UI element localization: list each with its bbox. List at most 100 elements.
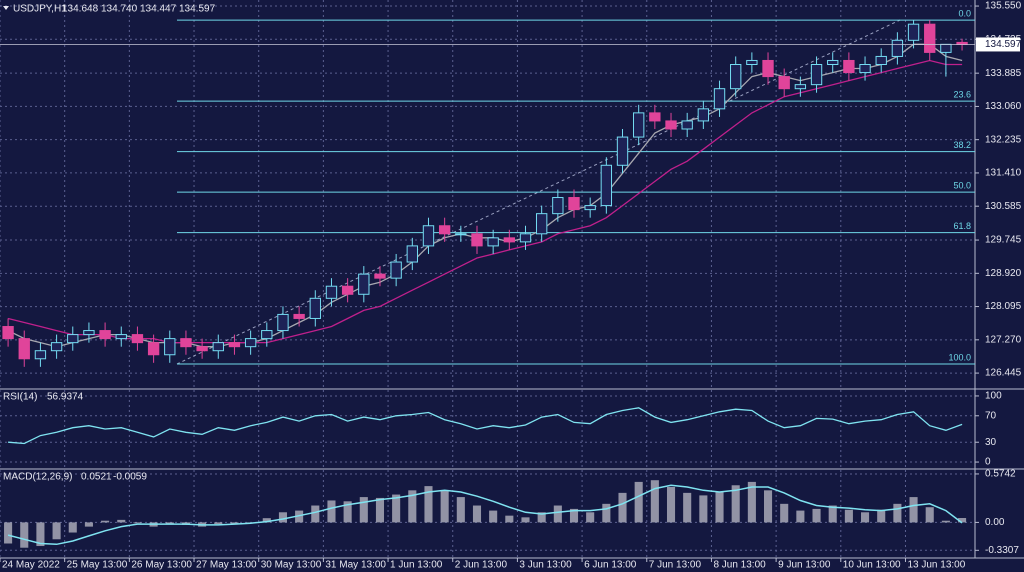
fib-level-label: 100.0	[948, 352, 971, 362]
macd-bar	[731, 485, 740, 523]
candle-body	[552, 197, 564, 215]
macd-bar	[52, 522, 61, 540]
candle-body	[438, 225, 451, 235]
candle-body	[633, 112, 645, 138]
y-tick-label: 30	[985, 437, 997, 448]
candle-body	[196, 346, 208, 352]
y-tick-label: 70	[985, 410, 997, 421]
last-low: 134.447	[140, 4, 177, 15]
y-tick-label: 133.885	[985, 68, 1022, 79]
y-tick-label: 128.920	[985, 268, 1022, 279]
macd-bar	[84, 522, 93, 527]
candle-body	[665, 120, 677, 130]
macd-bar	[569, 508, 579, 523]
candle-body	[164, 338, 176, 356]
macd-bar	[36, 522, 45, 547]
macd-bar	[20, 522, 29, 548]
macd-bar	[666, 486, 676, 523]
macd-bar	[844, 509, 853, 523]
x-tick-label: 7 Jun 13:00	[649, 560, 702, 571]
macd-bar	[456, 497, 465, 523]
macd-bar	[295, 510, 304, 523]
candle-body	[228, 342, 241, 348]
macd-bar	[699, 495, 708, 523]
fib-level-label: 23.6	[953, 90, 971, 100]
macd-signal-value: -0.0059	[113, 472, 147, 483]
candle-body	[940, 43, 952, 53]
candle-body	[568, 197, 580, 211]
macd-bar	[893, 503, 902, 523]
macd-bar	[117, 519, 126, 523]
candle-body	[277, 313, 289, 332]
macd-bar	[553, 505, 562, 523]
candle-body	[309, 297, 321, 319]
macd-bar	[505, 515, 514, 523]
y-tick-label: 132.235	[985, 134, 1022, 145]
macd-bar	[327, 500, 336, 523]
macd-bar	[230, 522, 239, 525]
x-tick-label: 27 May 13:00	[196, 560, 257, 571]
macd-bar	[958, 518, 967, 523]
candle-body	[244, 338, 257, 348]
macd-bar	[359, 497, 368, 523]
candle-body	[374, 273, 386, 279]
candle-body	[746, 59, 758, 65]
candle-body	[891, 39, 904, 57]
candle-body	[713, 88, 726, 110]
candle-body	[810, 63, 823, 86]
macd-bar	[925, 507, 934, 523]
y-tick-label: 0.5742	[985, 469, 1016, 480]
macd-bar	[780, 503, 789, 523]
x-tick-label: 2 Jun 13:00	[455, 560, 508, 571]
x-tick-label: 8 Jun 13:00	[713, 560, 766, 571]
macd-bar	[408, 490, 417, 523]
fib-level-label: 50.0	[953, 180, 971, 190]
candle-body	[67, 334, 79, 344]
x-tick-label: 3 Jun 13:00	[519, 560, 572, 571]
candle-body	[503, 237, 516, 243]
y-tick-label: 131.410	[985, 168, 1022, 179]
macd-bar	[683, 492, 692, 523]
candle-body	[584, 205, 596, 211]
macd-bar	[424, 486, 433, 523]
x-tick-label: 25 May 13:00	[67, 560, 128, 571]
macd-bar	[68, 522, 77, 533]
y-tick-label: 133.060	[985, 101, 1022, 112]
x-tick-label: 26 May 13:00	[131, 560, 192, 571]
candle-body	[778, 76, 790, 90]
x-tick-label: 24 May 2022	[2, 560, 60, 571]
macd-bar	[796, 510, 805, 523]
macd-bar	[747, 481, 756, 523]
candle-body	[18, 338, 30, 360]
macd-bar	[101, 520, 110, 523]
menu-arrow[interactable]	[3, 6, 9, 10]
candle-body	[99, 330, 111, 340]
last-price-label: 134.597	[985, 39, 1022, 50]
candle-body	[827, 59, 839, 65]
candle-body	[83, 330, 95, 336]
candle-body	[487, 237, 499, 247]
fib-level-label: 38.2	[953, 140, 971, 150]
candle-body	[649, 112, 661, 122]
x-tick-label: 1 Jun 13:00	[390, 560, 443, 571]
macd-bar	[715, 492, 724, 523]
rsi-title: RSI(14)	[3, 392, 37, 403]
macd-bar	[133, 522, 142, 524]
macd-title: MACD(12,26,9)	[3, 472, 72, 483]
candle-body	[859, 63, 871, 74]
symbol-title: USDJPY,H1	[13, 4, 67, 15]
macd-bar	[941, 520, 950, 523]
macd-bar	[311, 505, 320, 523]
macd-bar	[472, 505, 482, 523]
macd-bar	[440, 490, 449, 523]
macd-bar	[4, 522, 13, 544]
macd-bar	[828, 505, 837, 523]
last-price-box	[976, 37, 1020, 52]
y-tick-label: 0.00	[985, 517, 1005, 528]
macd-bar	[812, 508, 821, 523]
y-tick-label: 0	[985, 457, 991, 468]
y-tick-label: 128.095	[985, 301, 1022, 312]
macd-bar	[392, 494, 401, 523]
